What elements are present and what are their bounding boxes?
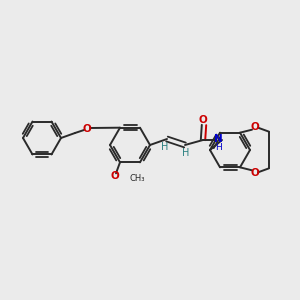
Text: H: H (161, 142, 169, 152)
Text: N: N (214, 134, 222, 144)
Text: O: O (111, 171, 119, 181)
Text: O: O (82, 124, 91, 134)
Text: H: H (182, 148, 190, 158)
Text: O: O (250, 122, 260, 132)
Text: O: O (250, 168, 260, 178)
Text: H: H (214, 143, 221, 152)
Text: CH₃: CH₃ (129, 174, 145, 183)
Text: O: O (199, 115, 207, 125)
